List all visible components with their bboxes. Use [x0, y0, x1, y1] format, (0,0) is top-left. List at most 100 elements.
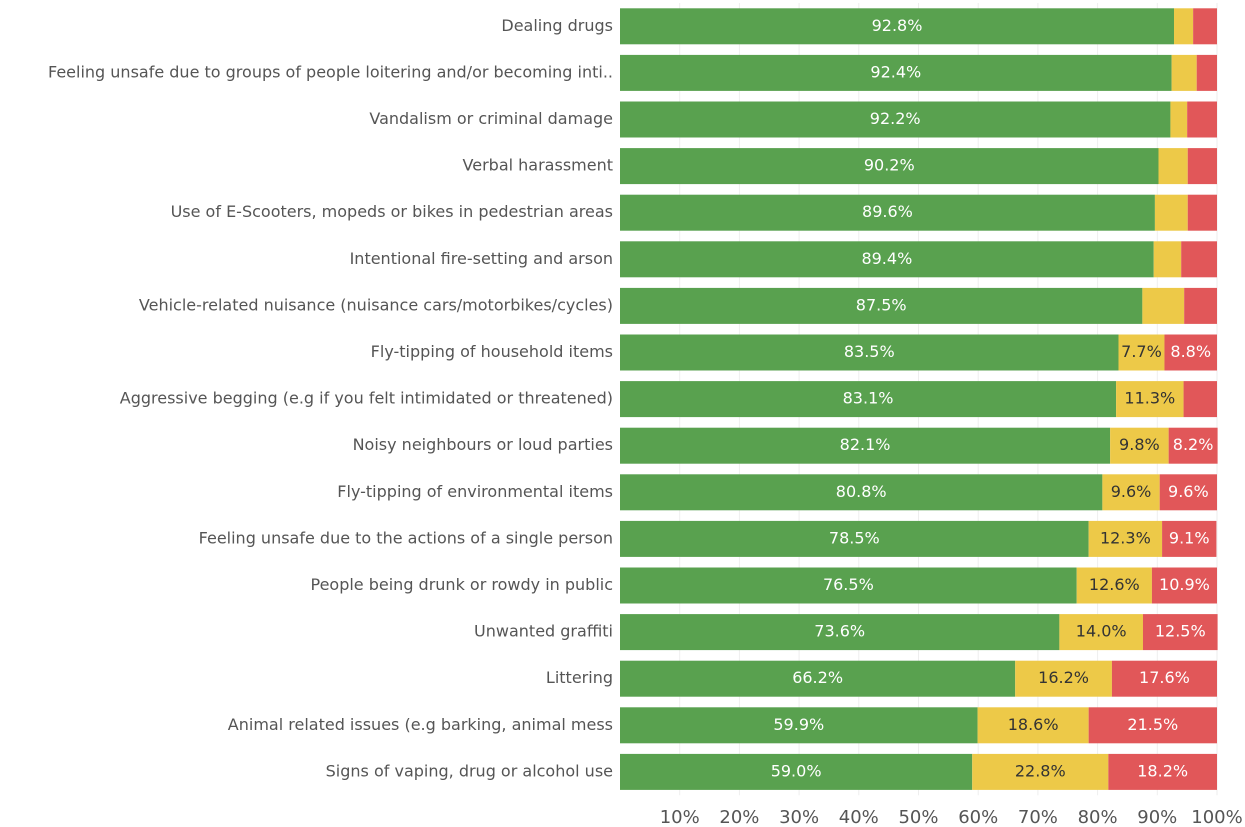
value-label: 12.3% — [1100, 528, 1151, 547]
bar-segment — [1088, 520, 1163, 557]
bar-segment — [620, 8, 1175, 45]
bar-segment — [1110, 427, 1169, 464]
value-label: 12.5% — [1155, 622, 1206, 641]
value-label: 10.9% — [1159, 575, 1210, 594]
category-label: Signs of vaping, drug or alcohol use — [326, 761, 613, 780]
value-label: 17.6% — [1139, 668, 1190, 687]
value-label: 89.6% — [862, 202, 913, 221]
bar-segment — [1116, 381, 1184, 418]
bar-segment — [1184, 287, 1217, 324]
category-label: People being drunk or rowdy in public — [310, 575, 613, 594]
bar-segment — [1183, 381, 1217, 418]
value-label: 21.5% — [1127, 715, 1178, 734]
bar-segment — [620, 660, 1016, 697]
bar-segment — [1142, 614, 1218, 651]
category-label: Feeling unsafe due to groups of people l… — [48, 62, 613, 81]
x-tick-label: 20% — [719, 807, 759, 827]
value-label: 8.2% — [1173, 435, 1214, 454]
x-tick-label: 60% — [958, 807, 998, 827]
bar-segment — [1151, 567, 1217, 604]
bar-segment — [1196, 54, 1217, 91]
value-label: 59.0% — [771, 761, 822, 780]
bar-segment — [977, 707, 1089, 744]
category-label: Fly-tipping of household items — [371, 342, 613, 361]
category-label: Verbal harassment — [463, 156, 613, 175]
value-label: 8.8% — [1170, 342, 1211, 361]
value-label: 83.5% — [844, 342, 895, 361]
bar-segment — [1153, 241, 1182, 278]
bar-segment — [620, 567, 1077, 604]
bar-segment — [1162, 520, 1217, 557]
bar-segment — [620, 101, 1171, 138]
bar-segment — [1111, 660, 1217, 697]
value-label: 90.2% — [864, 156, 915, 175]
value-label: 83.1% — [843, 389, 894, 408]
bar-segment — [1108, 753, 1217, 790]
value-label: 16.2% — [1038, 668, 1089, 687]
category-label: Vandalism or criminal damage — [369, 109, 613, 128]
value-label: 78.5% — [829, 528, 880, 547]
category-label: Use of E-Scooters, mopeds or bikes in pe… — [171, 202, 613, 221]
value-label: 87.5% — [856, 295, 907, 314]
value-label: 14.0% — [1076, 622, 1127, 641]
category-label: Dealing drugs — [501, 16, 613, 35]
x-tick-label: 50% — [898, 807, 938, 827]
bar-segment — [620, 54, 1172, 91]
value-label: 76.5% — [823, 575, 874, 594]
bar-segment — [1088, 707, 1217, 744]
x-tick-label: 100% — [1191, 807, 1242, 827]
x-tick-label: 70% — [1018, 807, 1058, 827]
category-label: Noisy neighbours or loud parties — [353, 435, 613, 454]
bar-segment — [1174, 8, 1194, 45]
value-label: 92.8% — [872, 16, 923, 35]
bar-segment — [1158, 148, 1188, 185]
bar-segment — [1076, 567, 1152, 604]
value-label: 22.8% — [1015, 761, 1066, 780]
x-tick-label: 30% — [779, 807, 819, 827]
value-label: 18.2% — [1137, 761, 1188, 780]
bar-segment — [1181, 241, 1217, 278]
bar-segment — [620, 520, 1089, 557]
bar-segment — [620, 241, 1154, 278]
bar-segment — [1102, 474, 1160, 511]
x-tick-label: 90% — [1137, 807, 1177, 827]
category-label: Animal related issues (e.g barking, anim… — [228, 715, 613, 734]
category-label: Littering — [546, 668, 613, 687]
value-label: 66.2% — [792, 668, 843, 687]
x-tick-label: 80% — [1078, 807, 1118, 827]
value-label: 9.6% — [1111, 482, 1152, 501]
bar-segment — [1170, 101, 1188, 138]
bar-segment — [1142, 287, 1185, 324]
category-label: Unwanted graffiti — [474, 622, 613, 641]
bar-segment — [620, 381, 1117, 418]
value-label: 9.8% — [1119, 435, 1160, 454]
bar-segment — [1159, 474, 1217, 511]
bar-segment — [620, 707, 978, 744]
category-label: Feeling unsafe due to the actions of a s… — [199, 528, 613, 547]
category-label: Fly-tipping of environmental items — [337, 482, 613, 501]
x-tick-label: 40% — [839, 807, 879, 827]
bar-segment — [1164, 334, 1217, 371]
value-label: 80.8% — [836, 482, 887, 501]
value-label: 92.2% — [870, 109, 921, 128]
value-label: 92.4% — [870, 62, 921, 81]
value-label: 82.1% — [840, 435, 891, 454]
bar-segment — [620, 287, 1143, 324]
bar-segment — [620, 334, 1119, 371]
bar-segment — [1171, 54, 1197, 91]
bar-segment — [1118, 334, 1165, 371]
bar-segment — [620, 148, 1159, 185]
bar-segment — [1154, 194, 1188, 231]
bar-segment — [620, 753, 973, 790]
bar-segment — [1168, 427, 1218, 464]
category-label: Aggressive begging (e.g if you felt inti… — [120, 389, 613, 408]
value-label: 59.9% — [773, 715, 824, 734]
value-label: 73.6% — [814, 622, 865, 641]
bar-segment — [620, 614, 1060, 651]
category-label: Intentional fire-setting and arson — [350, 249, 613, 268]
bar-segment — [1187, 194, 1217, 231]
value-label: 18.6% — [1008, 715, 1059, 734]
bar-segment — [620, 194, 1155, 231]
bar-segment — [1015, 660, 1112, 697]
